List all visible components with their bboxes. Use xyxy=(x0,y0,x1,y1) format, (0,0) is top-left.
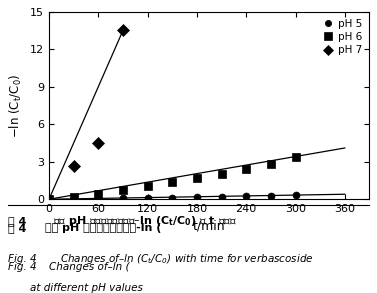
pH 6 xyxy=(293,155,298,159)
pH 6 xyxy=(195,176,199,180)
pH 6 xyxy=(268,162,273,165)
Text: 图 4: 图 4 xyxy=(8,217,26,226)
pH 6 xyxy=(47,197,51,201)
pH 5 xyxy=(121,197,125,200)
Y-axis label: $-$ln ($C_t$/$C_0$): $-$ln ($C_t$/$C_0$) xyxy=(8,73,25,138)
Line: pH 6: pH 6 xyxy=(45,153,300,203)
Text: 图 4: 图 4 xyxy=(8,224,26,234)
Text: Fig. 4: Fig. 4 xyxy=(8,262,36,272)
pH 5 xyxy=(219,195,224,199)
Text: Fig. 4: Fig. 4 xyxy=(8,254,36,264)
pH 6 xyxy=(146,184,150,188)
Text: 不同 pH 条件下毛蕊花糖苷–ln ($C_t$/$C_0$) 与 $t$ 关系图: 不同 pH 条件下毛蕊花糖苷–ln ($C_t$/$C_0$) 与 $t$ 关系… xyxy=(53,214,237,229)
pH 5 xyxy=(268,194,273,198)
Text: Changes of–ln ($C_t$/$C_0$) with time for verbascoside: Changes of–ln ($C_t$/$C_0$) with time fo… xyxy=(60,252,314,266)
pH 5 xyxy=(96,197,101,200)
pH 7 xyxy=(71,164,76,168)
pH 6 xyxy=(71,195,76,198)
Line: pH 7: pH 7 xyxy=(69,26,127,170)
pH 6 xyxy=(219,172,224,176)
Line: pH 5: pH 5 xyxy=(46,192,299,203)
pH 6 xyxy=(96,192,101,195)
pH 5 xyxy=(170,196,175,200)
Text: Changes of–ln (: Changes of–ln ( xyxy=(49,262,130,272)
pH 5 xyxy=(244,195,248,198)
Legend: pH 5, pH 6, pH 7: pH 5, pH 6, pH 7 xyxy=(317,15,366,59)
X-axis label: t/min: t/min xyxy=(193,220,225,233)
Text: at different pH values: at different pH values xyxy=(30,283,143,293)
pH 7 xyxy=(96,141,101,145)
Text: 不同 pH 条件下毛蕊花糖苷-ln (: 不同 pH 条件下毛蕊花糖苷-ln ( xyxy=(45,224,162,234)
pH 7 xyxy=(121,29,125,32)
pH 6 xyxy=(244,167,248,170)
pH 6 xyxy=(170,180,175,183)
pH 6 xyxy=(121,188,125,192)
pH 5 xyxy=(195,196,199,199)
pH 5 xyxy=(293,194,298,197)
pH 5 xyxy=(71,197,76,201)
pH 5 xyxy=(146,196,150,200)
pH 5 xyxy=(47,197,51,201)
